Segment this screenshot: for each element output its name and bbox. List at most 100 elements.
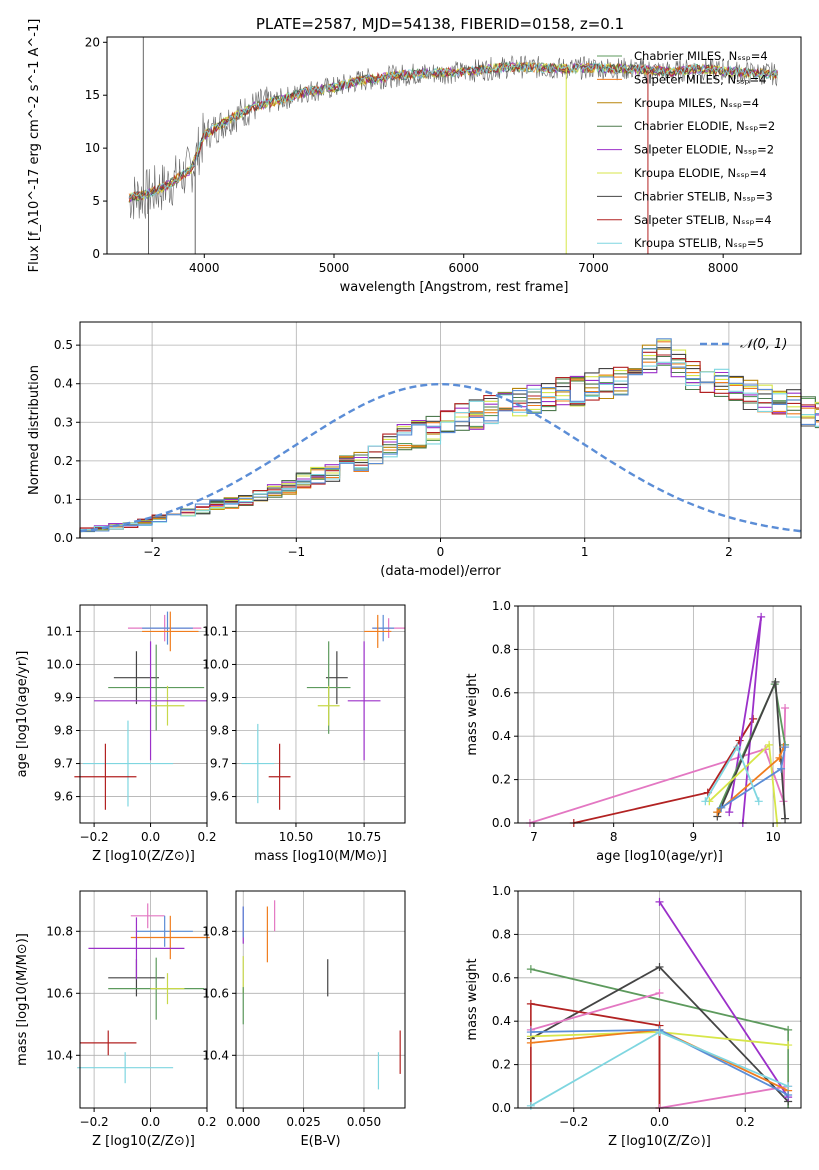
legend-label: Chabrier STELIB, Nₛₛₚ=3 (634, 189, 773, 203)
y-tick-label: 15 (85, 88, 100, 102)
weight-point-marker (713, 808, 722, 817)
x-axis-label: wavelength [Angstrom, rest frame] (340, 280, 569, 295)
y-tick-label: 10.6 (202, 986, 229, 1000)
x-tick-label: 4000 (189, 261, 220, 275)
error-bar-point (113, 651, 160, 705)
legend-label: Chabrier MILES, Nₛₛₚ=4 (634, 49, 768, 63)
y-axis-label: Flux [f_λ10^-17 erg cm^-2 s^-1 A^-1] (27, 19, 42, 273)
y-axis-label: age [log10(age/yr)] (15, 651, 30, 778)
legend-label: Kroupa MILES, Nₛₛₚ=4 (634, 96, 759, 110)
y-tick-label: 9.9 (210, 690, 229, 704)
weight-point-marker (725, 808, 734, 817)
x-tick-label: −0.2 (80, 1115, 109, 1129)
error-bar-point (142, 611, 199, 652)
y-tick-label: 10.6 (46, 986, 73, 1000)
y-tick-label: 0.0 (492, 1101, 511, 1115)
x-tick-label: 10.50 (279, 830, 313, 844)
x-axis-label: Z [log10(Z/Z⊙)] (608, 1134, 711, 1149)
x-tick-label: −2 (143, 545, 161, 559)
histogram-series (79, 361, 819, 538)
y-axis-label: Normed distribution (27, 365, 42, 495)
histogram-series (79, 338, 819, 538)
z-age-panel: −0.2 0.0 0.2 9.6 9.7 9.8 9.9 10.0 10.1 Z [log10(Z… (15, 604, 217, 864)
weight-point-marker (784, 1041, 793, 1050)
error-bar-point (88, 917, 185, 980)
weight-point-marker (655, 962, 664, 971)
legend-label: Salpeter STELIB, Nₛₛₚ=4 (634, 213, 772, 227)
legend-label: Chabrier ELODIE, Nₛₛₚ=2 (634, 119, 775, 133)
x-tick-label: 7 (530, 830, 538, 844)
weight-point-marker (717, 803, 726, 812)
x-tick-label: 0.2 (197, 1115, 216, 1129)
y-tick-label: 10.8 (202, 924, 229, 938)
weight-point-marker (701, 797, 710, 806)
y-tick-label: 0.0 (54, 531, 73, 545)
y-axis-label: mass [log10(M/M⊙)] (15, 933, 30, 1066)
error-bar-point (317, 685, 340, 726)
error-bar-point (241, 723, 275, 804)
legend-label: 𝒩(0, 1) (740, 337, 787, 352)
x-axis-label: Z [log10(Z/Z⊙)] (92, 849, 195, 864)
x-tick-label: 1 (581, 545, 589, 559)
axes-frame (79, 890, 208, 1109)
error-bar-point (364, 614, 392, 648)
weight-series-line (530, 992, 660, 1031)
y-tick-label: 10 (85, 141, 100, 155)
y-tick-label: 10.1 (202, 624, 229, 638)
axes-frame (106, 36, 802, 255)
y-tick-label: 10.4 (46, 1048, 73, 1062)
weight-point-marker (784, 1090, 793, 1099)
x-tick-label: 5000 (319, 261, 350, 275)
error-bar-point (94, 641, 207, 761)
y-tick-label: 0.2 (54, 454, 73, 468)
x-tick-label: 0.2 (736, 1115, 755, 1129)
error-bar-point (150, 685, 185, 726)
weight-point-marker (754, 797, 763, 806)
error-bar-point (80, 1030, 137, 1056)
x-tick-label: 10.75 (347, 830, 381, 844)
normal-reference-curve (79, 382, 802, 533)
x-tick-label: −1 (287, 545, 305, 559)
axes-frame (517, 605, 802, 824)
error-bar-point (74, 743, 137, 810)
x-tick-label: 0.050 (347, 1115, 381, 1129)
histogram-series (79, 339, 819, 538)
weight-point-marker (526, 1101, 535, 1110)
error-bar-point (82, 720, 174, 807)
y-axis-label: mass weight (465, 958, 480, 1040)
legend-label: Salpeter ELODIE, Nₛₛₚ=2 (634, 143, 774, 157)
x-tick-label: 0.0 (141, 1115, 160, 1129)
error-bar-point (77, 1052, 174, 1084)
y-tick-label: 5 (92, 194, 100, 208)
y-tick-label: 9.7 (210, 757, 229, 771)
z-weight-panel: −0.2 0.0 0.2 0.0 0.2 0.4 0.6 0.8 1.0 Z [log10(Z/Z… (465, 884, 802, 1149)
y-tick-label: 0.6 (492, 686, 511, 700)
weight-point-marker (526, 965, 535, 974)
mass-age-panel: 10.50 10.75 9.6 9.7 9.8 9.9 10.0 10.1 mass [log1… (202, 604, 406, 864)
error-bar-point (268, 743, 291, 810)
axes-frame (235, 890, 406, 1109)
y-tick-label: 9.8 (210, 724, 229, 738)
x-tick-label: 0.000 (226, 1115, 260, 1129)
error-bar-point (130, 915, 210, 960)
y-tick-label: 0.4 (492, 1014, 511, 1028)
error-bar-point (347, 641, 381, 761)
y-tick-label: 9.9 (54, 690, 73, 704)
weight-series-line (573, 718, 754, 824)
y-tick-label: 9.7 (54, 757, 73, 771)
y-tick-label: 0.5 (54, 338, 73, 352)
weight-point-marker (526, 1028, 535, 1037)
residual-histogram-panel: −2 −1 0 1 2 0.0 0.1 0.2 0.3 0.4 0.5 (data-model)/er… (27, 321, 819, 579)
weight-point-marker (733, 743, 742, 752)
histogram-series (79, 351, 819, 538)
x-tick-label: 2 (725, 545, 733, 559)
y-tick-label: 0.2 (492, 1058, 511, 1072)
y-tick-label: 10.0 (46, 657, 73, 671)
y-tick-label: 0.1 (54, 492, 73, 506)
x-tick-label: 7000 (578, 261, 609, 275)
y-tick-label: 0.3 (54, 415, 73, 429)
x-tick-label: 0 (437, 545, 445, 559)
y-tick-label: 10.0 (202, 657, 229, 671)
weight-point-marker (775, 753, 784, 762)
